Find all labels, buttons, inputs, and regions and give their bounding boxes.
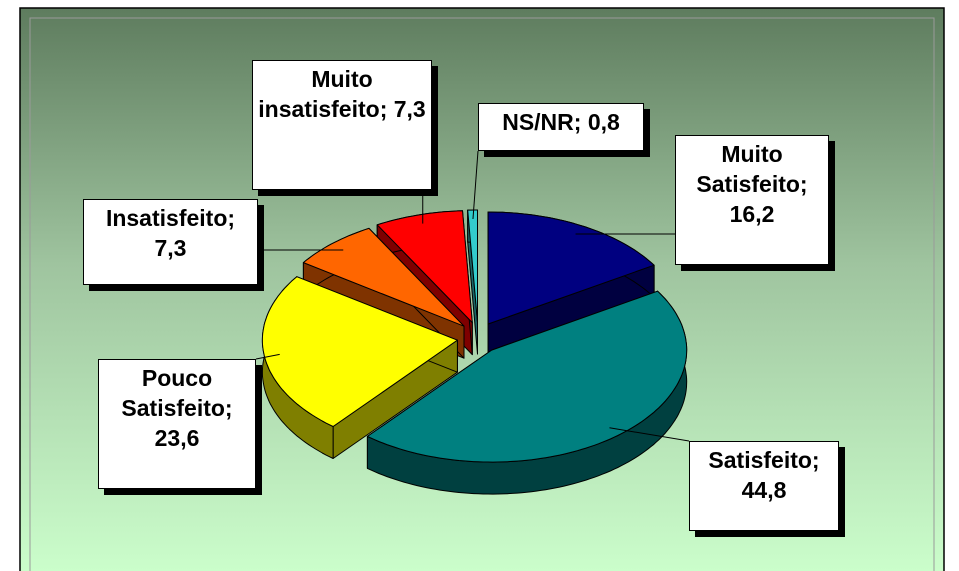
leader-lines	[255, 150, 690, 442]
slice	[261, 276, 458, 427]
data-label: Insatisfeito; 7,3	[83, 199, 258, 285]
leader-line	[609, 427, 690, 442]
data-label: Muito Satisfeito; 16,2	[675, 135, 829, 265]
pie-tops	[261, 209, 688, 463]
data-label: Satisfeito; 44,8	[689, 441, 839, 531]
slice	[366, 290, 688, 463]
data-label: Pouco Satisfeito; 23,6	[98, 359, 256, 489]
plot-border	[29, 17, 935, 571]
data-label: Muito insatisfeito; 7,3	[252, 60, 432, 190]
slice	[302, 227, 465, 327]
slice	[467, 209, 478, 323]
leader-line	[255, 353, 280, 360]
data-label: NS/NR; 0,8	[478, 103, 644, 151]
leader-line	[472, 150, 479, 220]
slice	[376, 210, 473, 324]
slice	[487, 211, 655, 325]
